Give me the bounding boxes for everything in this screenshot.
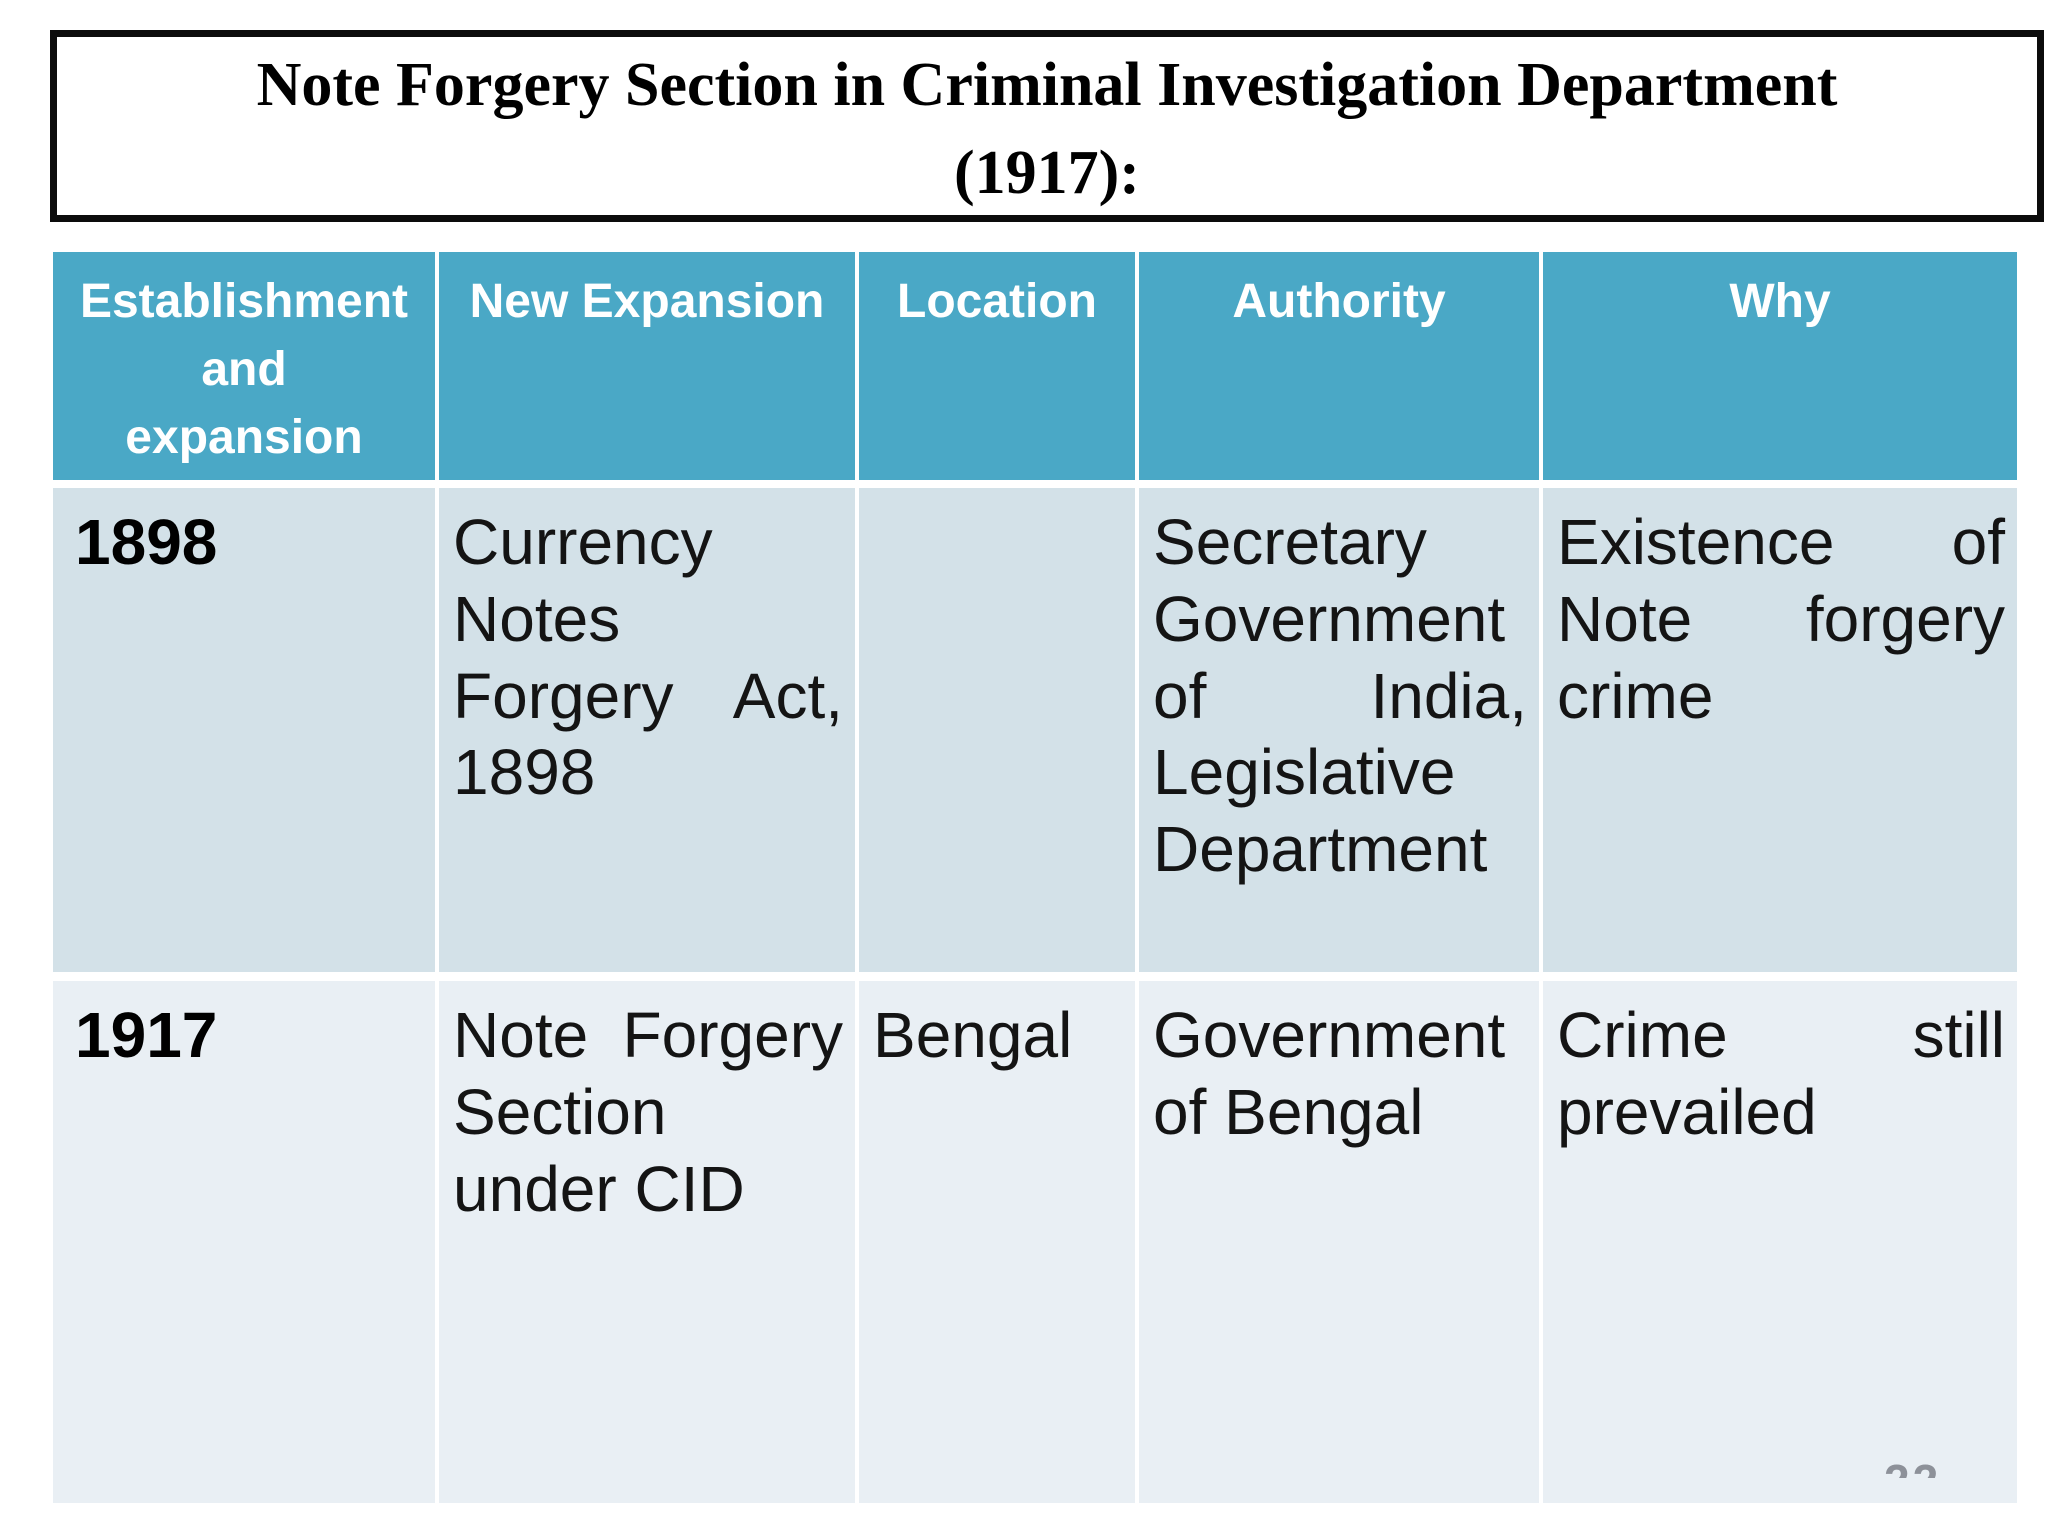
header-cell-new-expansion: New Expansion: [437, 252, 859, 488]
cell-location-1898: [857, 484, 1139, 981]
header-cell-authority: Authority: [1137, 252, 1543, 488]
cell-why-1917: Crime still prevailed: [1541, 976, 2017, 1503]
cell-expansion-1898: Currency Notes Forgery Act, 1898: [437, 484, 859, 981]
header-cell-why: Why: [1541, 252, 2017, 488]
cell-authority-1917: Government of Bengal: [1137, 976, 1543, 1503]
cell-year-1917: 1917: [53, 976, 439, 1503]
cell-why-1898: Existence of Note forgery crime: [1541, 484, 2017, 981]
table-header-row: Establishment and expansion New Expansio…: [53, 252, 2017, 488]
table-row: 1898 Currency Notes Forgery Act, 1898 Se…: [53, 484, 2017, 981]
cell-authority-1898: Secretary Government of India, Legislati…: [1137, 484, 1543, 981]
title-box: Note Forgery Section in Criminal Investi…: [50, 30, 2044, 222]
slide-title: Note Forgery Section in Criminal Investi…: [256, 51, 1838, 208]
header-cell-establishment: Establishment and expansion: [53, 252, 439, 488]
note-forgery-table: Establishment and expansion New Expansio…: [53, 252, 2017, 1503]
header-cell-location: Location: [857, 252, 1139, 488]
cell-location-1917: Bengal: [857, 976, 1139, 1503]
cell-expansion-1917: Note Forgery Section under CID: [437, 976, 859, 1503]
cell-year-1898: 1898: [53, 484, 439, 981]
table-row: 1917 Note Forgery Section under CID Beng…: [53, 976, 2017, 1503]
page-number: 22: [1884, 1458, 1974, 1478]
